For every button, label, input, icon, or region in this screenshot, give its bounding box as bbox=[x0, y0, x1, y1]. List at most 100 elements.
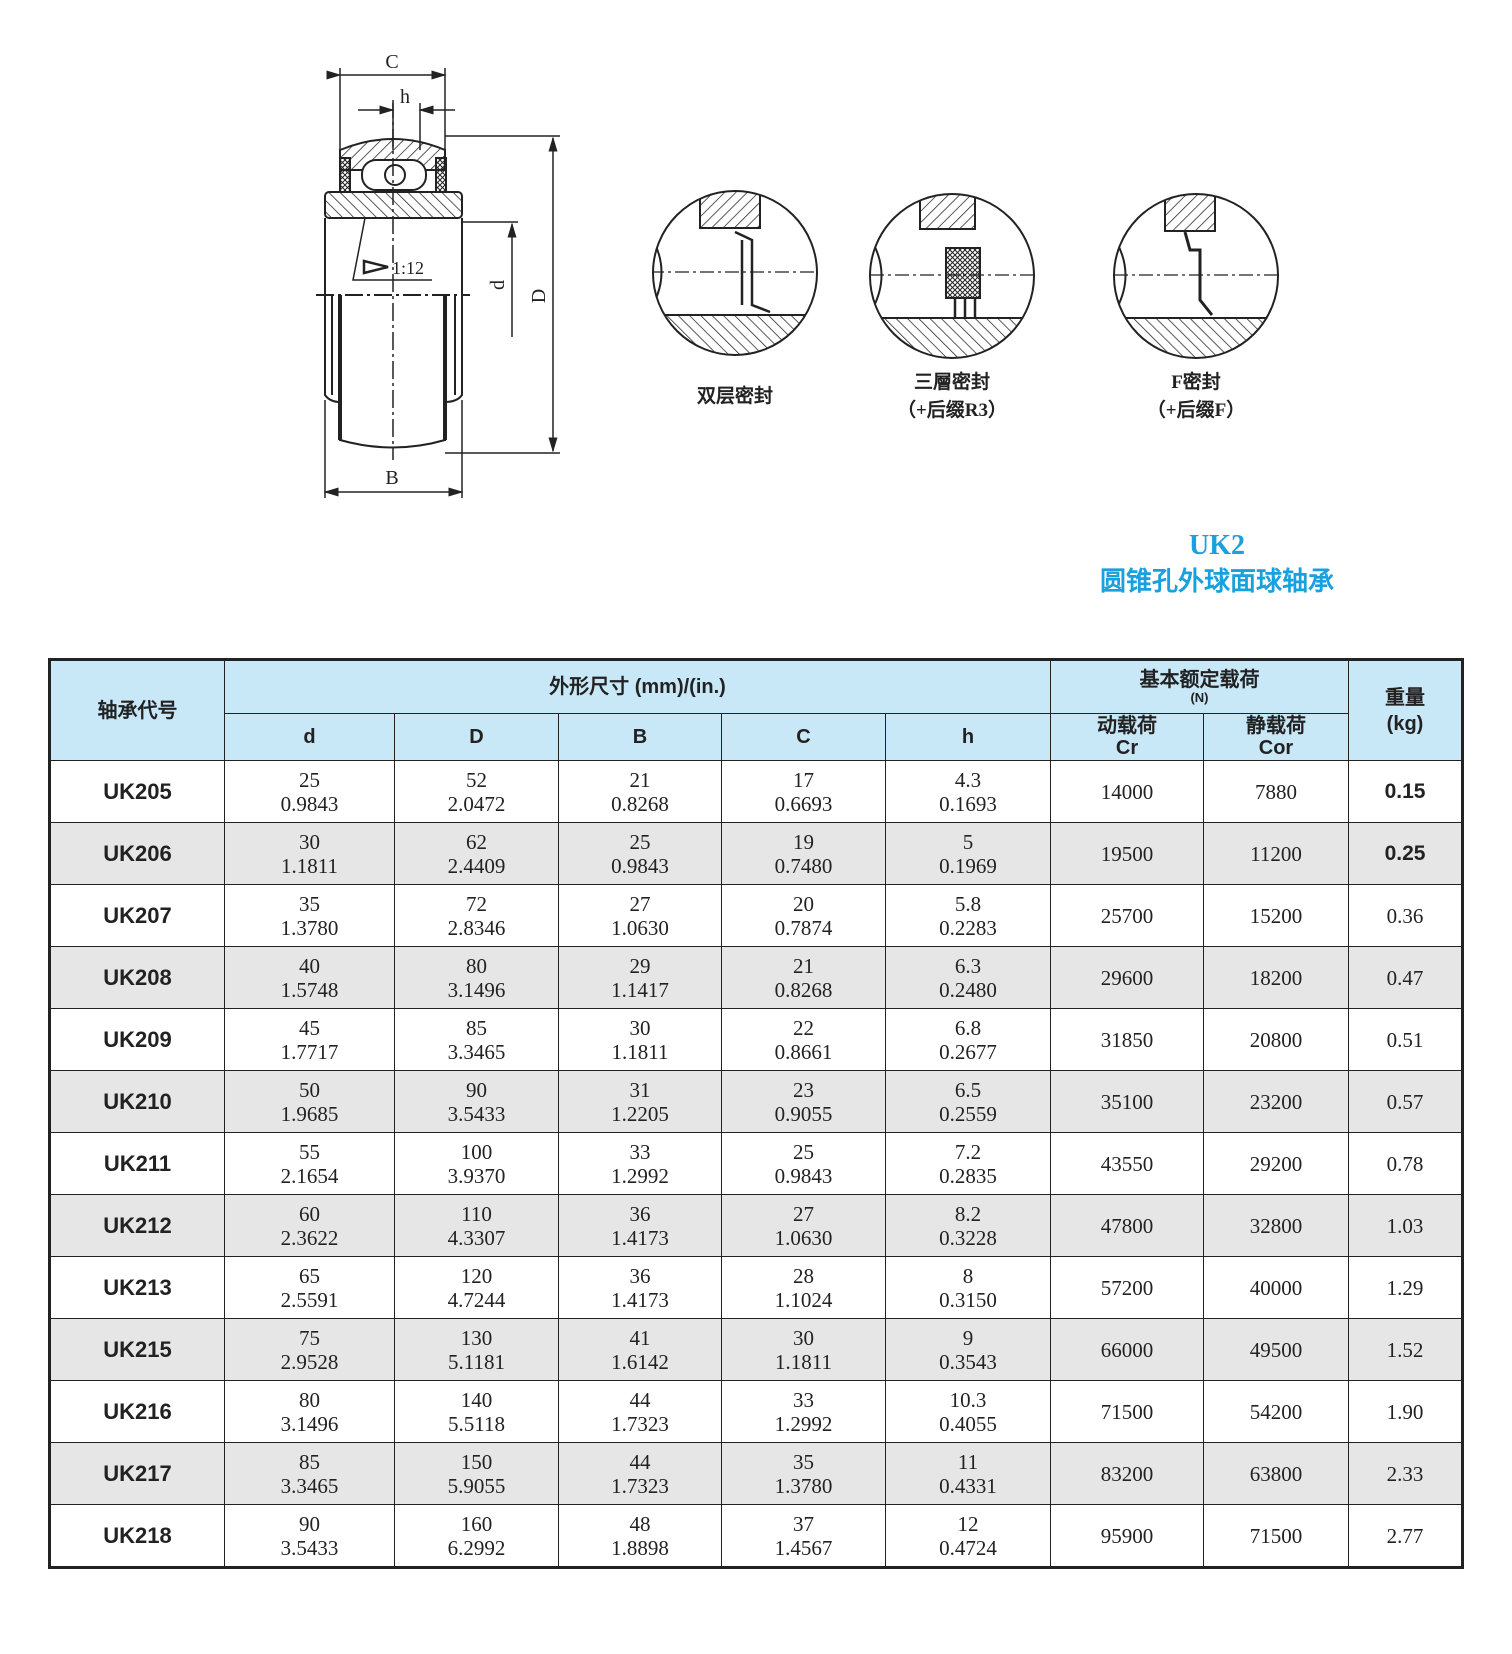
header-weight-label: 重量 bbox=[1385, 686, 1425, 709]
cell-inch: 1.1417 bbox=[611, 977, 669, 1002]
header-weight: 重量 (kg) bbox=[1348, 659, 1463, 761]
cell-cr: 95900 bbox=[1050, 1504, 1204, 1568]
cell-mm: 21 bbox=[629, 767, 651, 792]
cell-dim-d: 85 3.3465 bbox=[224, 1442, 395, 1505]
cell-mm: 11 bbox=[957, 1449, 979, 1474]
cell-weight: 1.90 bbox=[1348, 1380, 1463, 1443]
cell-dim-d: 50 1.9685 bbox=[224, 1070, 395, 1133]
cell-inch: 3.1496 bbox=[447, 977, 506, 1002]
cell-mm: 160 bbox=[460, 1511, 493, 1536]
dim-label-big-d: D bbox=[528, 289, 550, 303]
cell-mm: 8 bbox=[962, 1263, 974, 1288]
cell-inch: 2.0472 bbox=[447, 791, 506, 816]
cell-dim-h: 5.8 0.2283 bbox=[885, 884, 1051, 947]
cell-dim-d-outer: 140 5.5118 bbox=[394, 1380, 559, 1443]
cell-dim-c: 25 0.9843 bbox=[721, 1132, 886, 1195]
seal-caption-double: 双层密封 bbox=[697, 383, 773, 411]
cell-inch: 1.1024 bbox=[774, 1287, 833, 1312]
cell-cor: 71500 bbox=[1203, 1504, 1349, 1568]
cell-dim-d-outer: 90 3.5433 bbox=[394, 1070, 559, 1133]
header-load-label: 基本额定载荷 bbox=[1139, 669, 1260, 691]
cell-mm: 33 bbox=[629, 1139, 651, 1164]
cell-bearing-code: UK206 bbox=[49, 822, 225, 885]
cell-inch: 0.7480 bbox=[774, 853, 833, 878]
cell-bearing-code: UK216 bbox=[49, 1380, 225, 1443]
cell-dim-d-outer: 130 5.1181 bbox=[394, 1318, 559, 1381]
table-row: UK211 55 2.1654 100 3.9370 33 1.2992 25 0.9843 7.… bbox=[49, 1132, 1463, 1195]
seal-detail-double-lip bbox=[652, 190, 818, 356]
cell-dim-b: 41 1.6142 bbox=[558, 1318, 722, 1381]
cell-cor: 40000 bbox=[1203, 1256, 1349, 1319]
table-row: UK210 50 1.9685 90 3.5433 31 1.2205 23 0.9055 6.5… bbox=[49, 1070, 1463, 1133]
cell-mm: 22 bbox=[793, 1015, 814, 1040]
cell-inch: 0.4724 bbox=[939, 1535, 997, 1560]
cell-mm: 5 bbox=[962, 829, 974, 854]
header-load-rating: 基本额定载荷 (N) bbox=[1050, 659, 1349, 714]
cell-inch: 1.3780 bbox=[774, 1473, 833, 1498]
cell-inch: 0.2480 bbox=[939, 977, 997, 1002]
cell-mm: 35 bbox=[299, 891, 320, 916]
cell-inch: 0.2677 bbox=[939, 1039, 997, 1064]
header-cr-symbol: Cr bbox=[1115, 737, 1139, 759]
cell-mm: 150 bbox=[460, 1449, 493, 1474]
table-row: UK209 45 1.7717 85 3.3465 30 1.1811 22 0.8661 6.8… bbox=[49, 1008, 1463, 1071]
cell-dim-d-outer: 52 2.0472 bbox=[394, 760, 559, 823]
cell-inch: 1.5748 bbox=[280, 977, 339, 1002]
series-code: UK2 bbox=[1189, 530, 1245, 561]
cell-mm: 25 bbox=[629, 829, 651, 854]
cell-mm: 23 bbox=[793, 1077, 814, 1102]
spec-table: 轴承代号 外形尺寸 (mm)/(in.) 基本额定载荷 (N) 重量 (kg) … bbox=[48, 658, 1464, 1569]
cell-mm: 75 bbox=[299, 1325, 320, 1350]
seal-caption-triple: 三層密封 （+后缀R3） bbox=[897, 369, 1007, 425]
cell-inch: 3.5433 bbox=[280, 1535, 339, 1560]
cell-inch: 0.8268 bbox=[611, 791, 669, 816]
cell-bearing-code: UK213 bbox=[49, 1256, 225, 1319]
cell-cr: 47800 bbox=[1050, 1194, 1204, 1257]
dim-label-h: h bbox=[400, 86, 410, 108]
cell-inch: 0.3228 bbox=[939, 1225, 997, 1250]
cell-dim-d-outer: 100 3.9370 bbox=[394, 1132, 559, 1195]
cell-mm: 8.2 bbox=[954, 1201, 982, 1226]
cell-mm: 130 bbox=[460, 1325, 493, 1350]
cell-mm: 36 bbox=[629, 1201, 651, 1226]
cell-mm: 30 bbox=[793, 1325, 814, 1350]
cell-inch: 0.9843 bbox=[611, 853, 669, 878]
cell-inch: 2.8346 bbox=[447, 915, 506, 940]
cell-bearing-code: UK207 bbox=[49, 884, 225, 947]
cell-inch: 0.4055 bbox=[939, 1411, 997, 1436]
cell-dim-d-outer: 120 4.7244 bbox=[394, 1256, 559, 1319]
cell-weight: 0.36 bbox=[1348, 884, 1463, 947]
cell-inch: 1.3780 bbox=[280, 915, 339, 940]
seal-caption-line2: （+后缀F） bbox=[1146, 400, 1246, 421]
cell-inch: 1.0630 bbox=[611, 915, 669, 940]
cell-inch: 1.1811 bbox=[611, 1039, 669, 1064]
cell-cr: 29600 bbox=[1050, 946, 1204, 1009]
cell-inch: 1.2992 bbox=[774, 1411, 833, 1436]
cell-dim-c: 17 0.6693 bbox=[721, 760, 886, 823]
cell-weight: 0.47 bbox=[1348, 946, 1463, 1009]
cell-dim-h: 6.5 0.2559 bbox=[885, 1070, 1051, 1133]
cell-cor: 63800 bbox=[1203, 1442, 1349, 1505]
cell-inch: 3.9370 bbox=[447, 1163, 506, 1188]
cell-inch: 1.4173 bbox=[611, 1287, 669, 1312]
cell-mm: 9 bbox=[962, 1325, 974, 1350]
cell-inch: 0.3543 bbox=[939, 1349, 997, 1374]
cell-inch: 1.1811 bbox=[775, 1349, 832, 1374]
cell-dim-c: 37 1.4567 bbox=[721, 1504, 886, 1568]
cell-mm: 31 bbox=[629, 1077, 651, 1102]
series-subtitle: 圆锥孔外球面球轴承 bbox=[1099, 567, 1335, 596]
table-row: UK205 25 0.9843 52 2.0472 21 0.8268 17 0.6693 4.3… bbox=[49, 760, 1463, 823]
spec-table-body: UK205 25 0.9843 52 2.0472 21 0.8268 17 0.6693 4.3… bbox=[49, 760, 1463, 1568]
cell-mm: 17 bbox=[793, 767, 814, 792]
cell-mm: 30 bbox=[299, 829, 320, 854]
cell-dim-b: 44 1.7323 bbox=[558, 1442, 722, 1505]
cell-dim-h: 7.2 0.2835 bbox=[885, 1132, 1051, 1195]
cell-mm: 27 bbox=[793, 1201, 814, 1226]
cell-mm: 27 bbox=[629, 891, 651, 916]
cell-weight: 1.29 bbox=[1348, 1256, 1463, 1319]
cell-dim-c: 22 0.8661 bbox=[721, 1008, 886, 1071]
seal-caption-line1: F密封 bbox=[1171, 372, 1221, 393]
cell-mm: 100 bbox=[460, 1139, 493, 1164]
cell-mm: 25 bbox=[793, 1139, 814, 1164]
cell-cr: 14000 bbox=[1050, 760, 1204, 823]
